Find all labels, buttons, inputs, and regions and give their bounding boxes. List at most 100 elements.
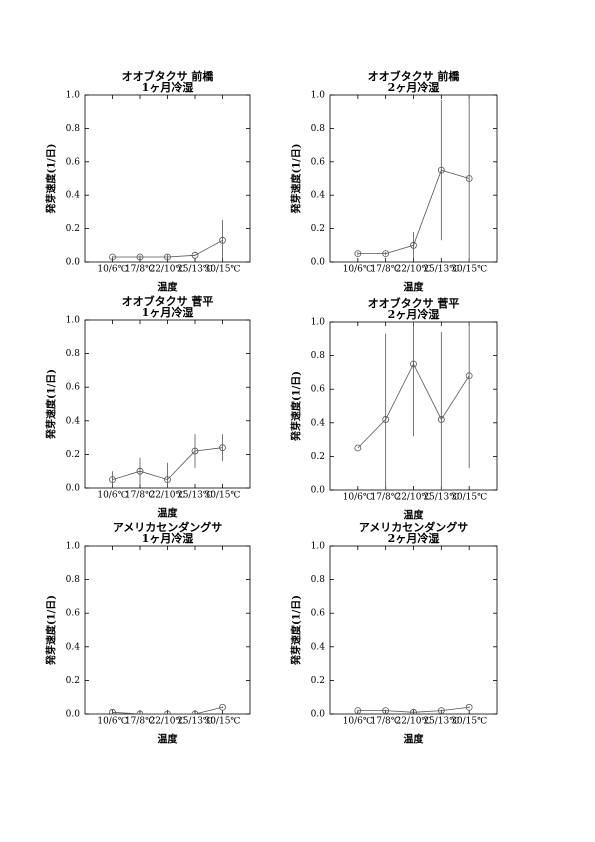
y-tick-label: 1.0 bbox=[66, 91, 81, 101]
x-tick-label: 22/10℃ bbox=[149, 491, 185, 501]
chart-subtitle: 1ヶ月冷湿 bbox=[142, 305, 194, 319]
y-tick-label: 0.4 bbox=[66, 416, 81, 426]
chart-subtitle: 2ヶ月冷湿 bbox=[388, 80, 440, 94]
y-tick-label: 0.8 bbox=[311, 351, 326, 361]
y-tick-label: 0.6 bbox=[311, 385, 326, 395]
x-tick-label: 10/6℃ bbox=[343, 265, 373, 275]
x-tick-label: 30/15℃ bbox=[451, 717, 487, 727]
y-tick-label: 0.0 bbox=[66, 484, 81, 494]
x-tick-label: 17/8℃ bbox=[125, 491, 155, 501]
x-tick-label: 30/15℃ bbox=[204, 265, 240, 275]
x-tick-label: 22/10℃ bbox=[395, 493, 431, 503]
marker bbox=[410, 708, 417, 714]
x-tick-label: 22/10℃ bbox=[149, 717, 185, 727]
chart-title: オオブタクサ 菅平 bbox=[122, 294, 214, 308]
y-tick-label: 0.8 bbox=[66, 349, 81, 359]
chart-subtitle: 1ヶ月冷湿 bbox=[142, 80, 194, 94]
marker bbox=[191, 710, 199, 714]
chart-subtitle: 2ヶ月冷湿 bbox=[388, 531, 440, 545]
marker bbox=[136, 253, 144, 261]
marker bbox=[437, 166, 445, 174]
plot-frame bbox=[84, 94, 251, 263]
y-tick-label: 0.0 bbox=[311, 486, 326, 496]
plot-area bbox=[109, 703, 226, 714]
x-tick-label: 10/6℃ bbox=[343, 717, 373, 727]
x-tick-label: 17/8℃ bbox=[371, 717, 401, 727]
marker bbox=[382, 707, 390, 714]
y-tick-label: 0.4 bbox=[66, 642, 81, 652]
x-axis-label: 温度 bbox=[158, 507, 179, 520]
y-tick-label: 0.4 bbox=[311, 418, 326, 428]
x-tick-label: 25/13℃ bbox=[423, 265, 459, 275]
y-tick-label: 0.8 bbox=[311, 575, 326, 585]
marker bbox=[136, 467, 144, 475]
marker bbox=[410, 241, 417, 249]
x-tick-label: 25/13℃ bbox=[423, 717, 459, 727]
marker bbox=[164, 710, 171, 714]
plot-area bbox=[354, 703, 473, 714]
x-axis-label: 温度 bbox=[404, 733, 425, 746]
plot-frame bbox=[329, 545, 498, 715]
y-tick-label: 0.8 bbox=[66, 124, 81, 134]
x-tick-label: 25/13℃ bbox=[177, 717, 213, 727]
x-tick-label: 10/6℃ bbox=[97, 265, 127, 275]
chart-title: アメリカセンダングサ bbox=[113, 520, 222, 534]
y-tick-label: 0.0 bbox=[311, 258, 326, 268]
y-tick-label: 0.2 bbox=[66, 224, 80, 234]
chart-title: オオブタクサ 菅平 bbox=[368, 296, 460, 310]
y-tick-label: 1.0 bbox=[66, 542, 81, 552]
plot-frame bbox=[84, 545, 251, 715]
y-axis-label: 発芽速度(1/日) bbox=[45, 595, 58, 666]
x-tick-label: 10/6℃ bbox=[97, 491, 127, 501]
marker bbox=[354, 250, 362, 258]
y-tick-label: 1.0 bbox=[66, 316, 81, 326]
marker bbox=[109, 708, 116, 714]
y-axis-label: 発芽速度(1/日) bbox=[45, 369, 58, 440]
x-axis-label: 温度 bbox=[158, 281, 179, 294]
x-tick-label: 25/13℃ bbox=[177, 265, 213, 275]
chart-subtitle: 1ヶ月冷湿 bbox=[142, 531, 194, 545]
chart-title: オオブタクサ 前橋 bbox=[122, 69, 215, 83]
plot-area bbox=[354, 95, 473, 262]
y-tick-label: 0.6 bbox=[311, 157, 326, 167]
marker bbox=[191, 447, 199, 455]
x-tick-label: 17/8℃ bbox=[125, 265, 155, 275]
x-tick-label: 30/15℃ bbox=[204, 717, 240, 727]
y-axis-label: 発芽速度(1/日) bbox=[290, 371, 303, 442]
x-tick-label: 22/10℃ bbox=[149, 265, 185, 275]
chart-title: オオブタクサ 前橋 bbox=[368, 69, 461, 83]
marker bbox=[219, 444, 226, 452]
y-tick-label: 0.2 bbox=[311, 676, 325, 686]
y-tick-label: 0.0 bbox=[66, 258, 81, 268]
marker bbox=[164, 253, 171, 261]
marker bbox=[410, 360, 417, 368]
marker bbox=[354, 707, 362, 714]
y-tick-label: 0.4 bbox=[311, 642, 326, 652]
marker bbox=[219, 236, 226, 244]
x-tick-label: 10/6℃ bbox=[97, 717, 127, 727]
x-axis-label: 温度 bbox=[158, 733, 179, 746]
x-tick-label: 25/13℃ bbox=[177, 491, 213, 501]
y-tick-label: 0.2 bbox=[311, 452, 325, 462]
data-line bbox=[357, 363, 470, 449]
data-line bbox=[112, 706, 223, 714]
marker bbox=[382, 250, 390, 258]
marker bbox=[164, 476, 171, 484]
y-tick-label: 0.0 bbox=[311, 710, 326, 720]
x-tick-label: 22/10℃ bbox=[395, 265, 431, 275]
chart-subtitle: 2ヶ月冷湿 bbox=[388, 307, 440, 321]
y-axis-label: 発芽速度(1/日) bbox=[45, 143, 58, 214]
marker bbox=[465, 175, 473, 182]
chart-title: アメリカセンダングサ bbox=[359, 520, 468, 534]
marker bbox=[136, 710, 144, 714]
y-tick-label: 0.4 bbox=[66, 191, 81, 201]
data-line bbox=[112, 239, 223, 258]
y-tick-label: 0.2 bbox=[66, 450, 80, 460]
plot-area bbox=[109, 434, 226, 488]
data-line bbox=[357, 706, 470, 713]
